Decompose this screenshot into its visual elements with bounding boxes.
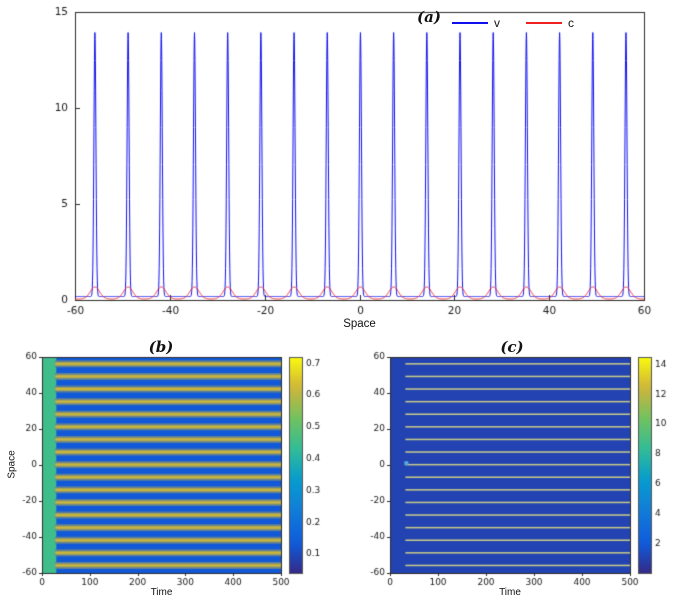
panel-a-xaxis-label: Space: [343, 318, 376, 330]
legend-label-v: v: [494, 16, 500, 30]
legend-entry-c: c: [526, 16, 574, 30]
legend-line-c-icon: [526, 22, 562, 24]
legend: v c: [452, 16, 574, 30]
legend-line-v-icon: [452, 22, 488, 24]
panel-c-label: (c): [500, 338, 524, 356]
panel-b-yaxis-label: Space: [6, 450, 18, 479]
panel-a-line-plot: [0, 0, 689, 345]
panel-b-xaxis-label: Time: [150, 587, 173, 598]
legend-entry-v: v: [452, 16, 500, 30]
panel-c-xaxis-label: Time: [499, 587, 521, 598]
panel-b-label: (b): [148, 338, 174, 356]
legend-label-c: c: [568, 16, 574, 30]
panel-a-label: (a): [417, 8, 441, 26]
panel-b-heatmap: [0, 345, 345, 603]
panel-c-heatmap: [345, 345, 689, 603]
